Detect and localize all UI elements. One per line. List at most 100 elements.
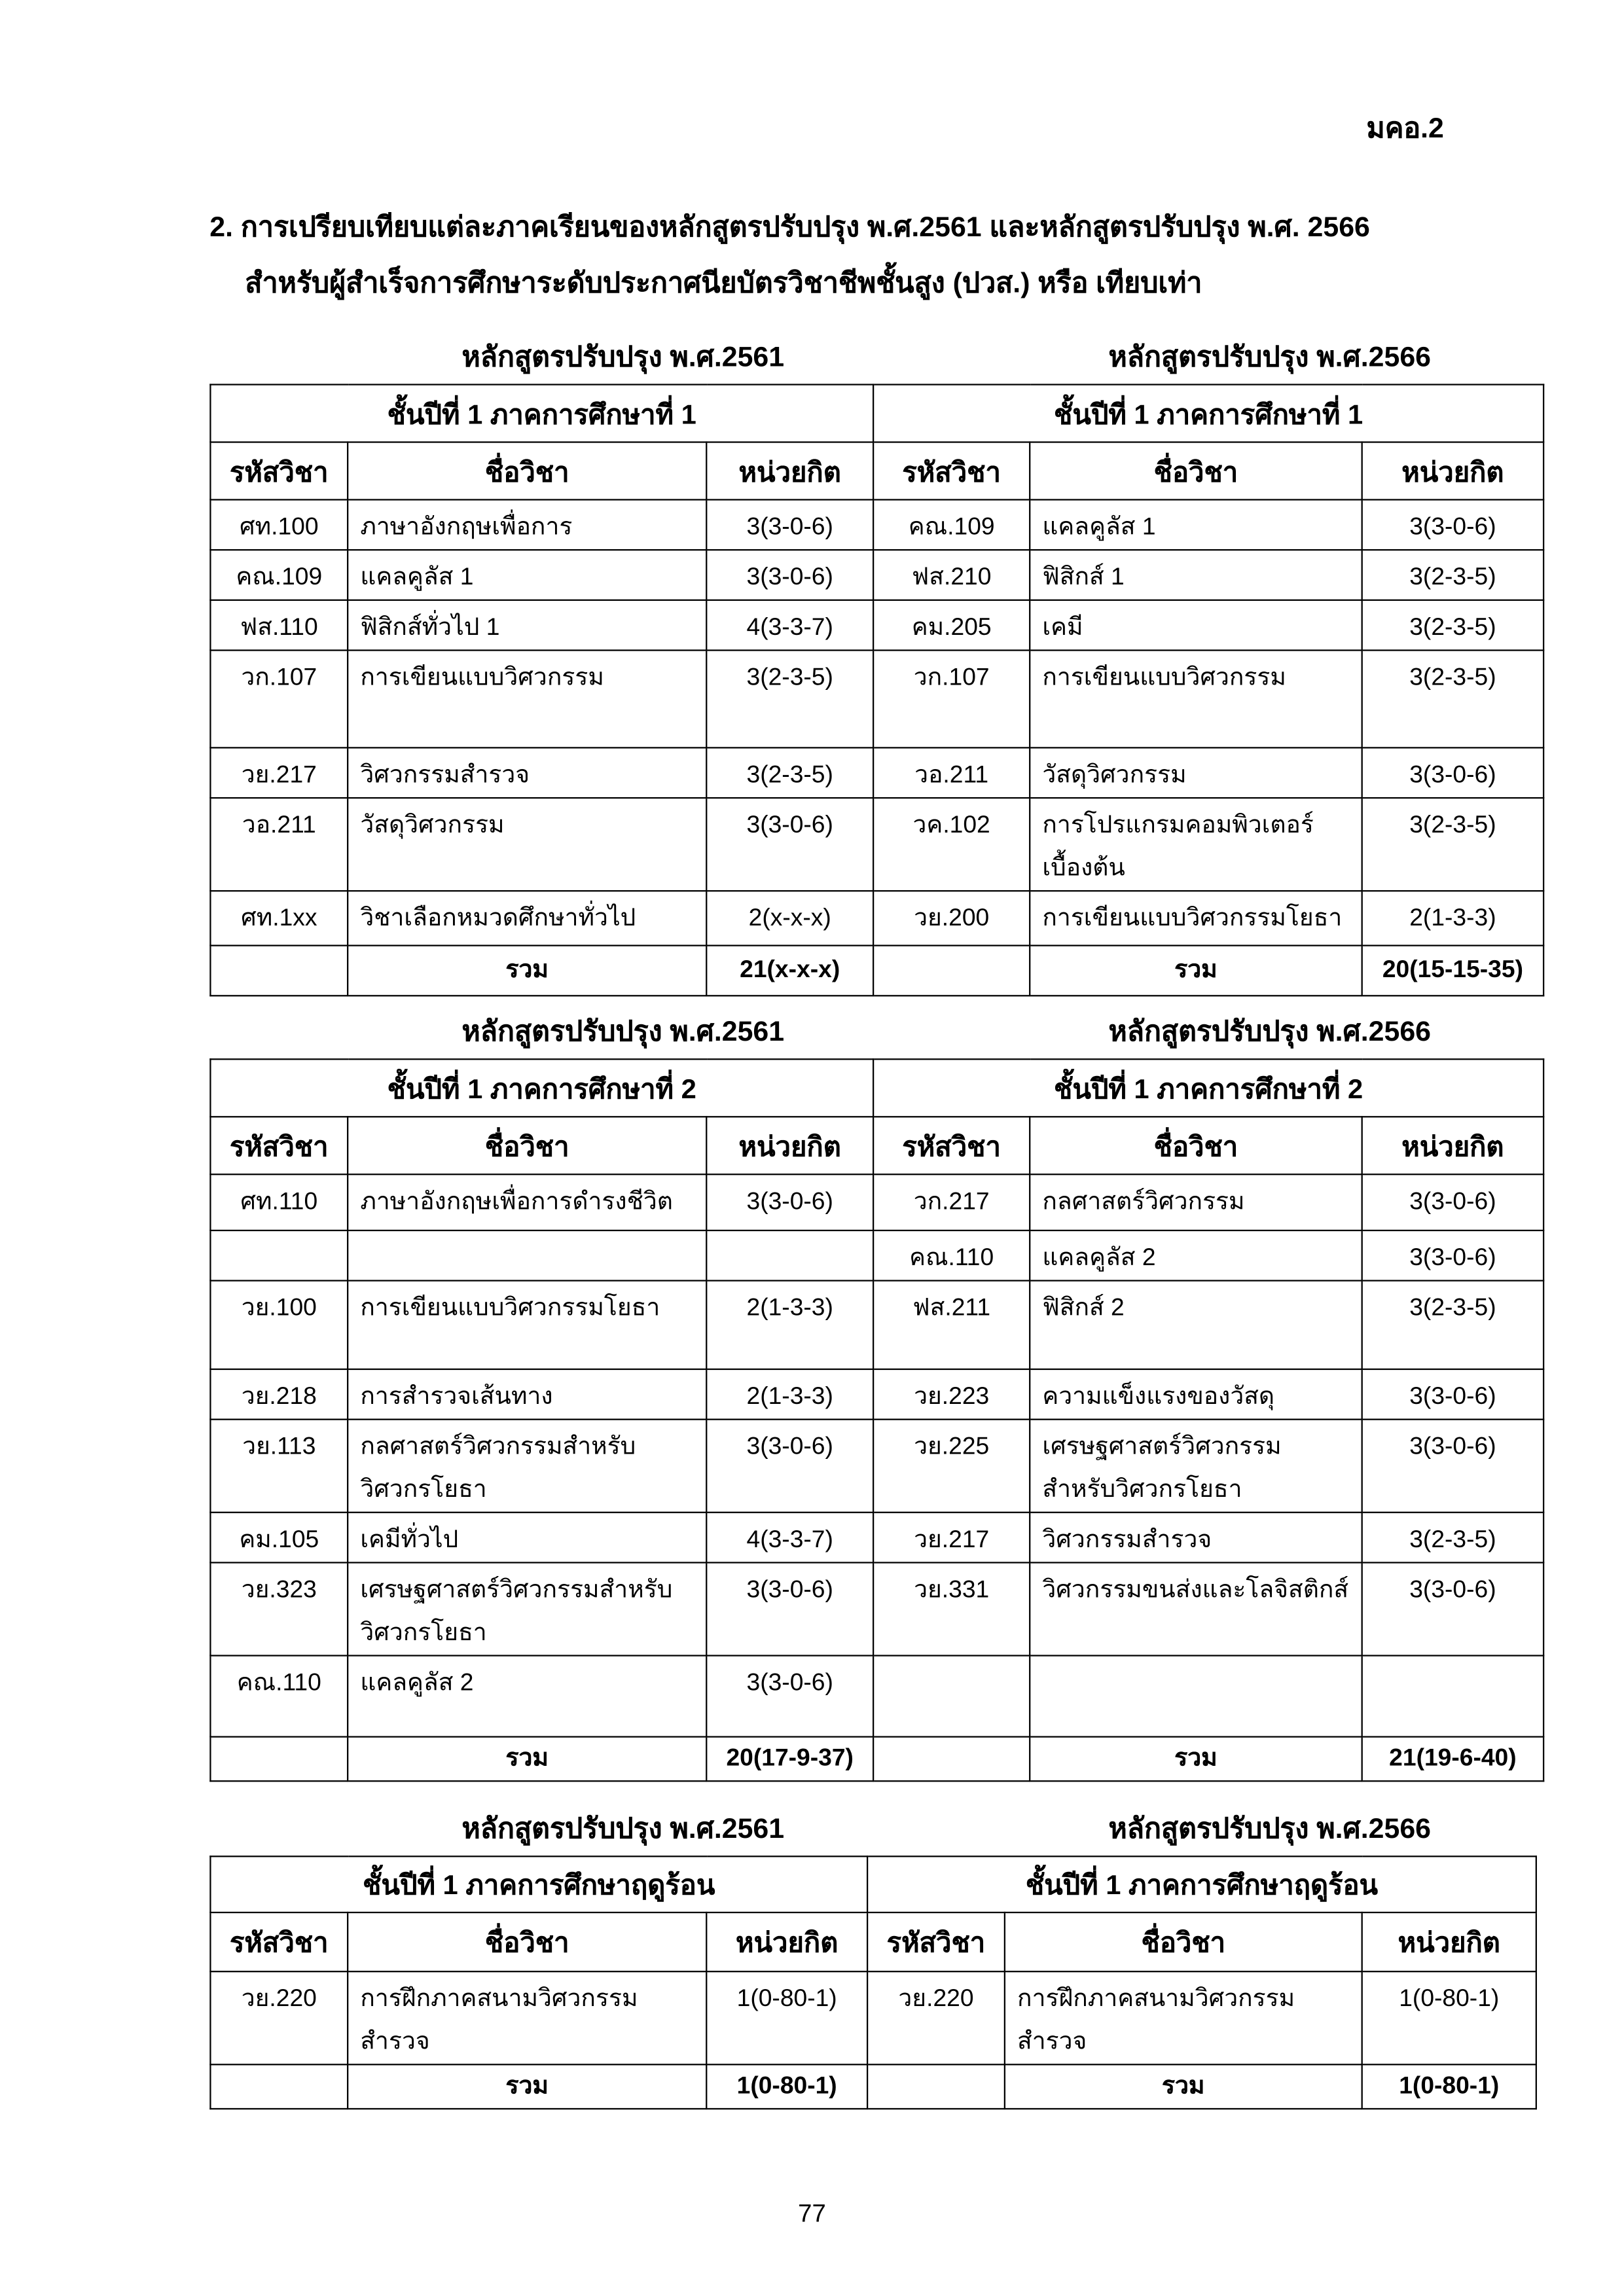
course-name-2566: เคมี [1029, 599, 1363, 651]
table-row: คณ.110 แคลคูลัส 2 3(3-0-6) [209, 1229, 1545, 1282]
course-name-2561 [347, 1229, 708, 1282]
curriculum-heading-right: หลักสูตรปรับปรุง พ.ศ.2566 [1108, 1814, 1432, 1846]
term-title-left: ชั้นปีที่ 1 ภาคการศึกษาที่ 2 [209, 1058, 875, 1118]
course-name-2561: แคลคูลัส 2 [347, 1655, 708, 1738]
course-code-2561: วก.107 [209, 649, 349, 749]
column-header-credits: หน่วยกิต [706, 1911, 869, 1973]
total-row: รวม 21(x-x-x) รวม 20(15-15-35) [209, 944, 1545, 997]
course-credits-2566: 3(3-0-6) [1361, 1368, 1545, 1420]
course-code-2566: วค.102 [873, 797, 1031, 892]
course-name-2561: การสำรวจเส้นทาง [347, 1368, 708, 1420]
course-credits-2561: 3(3-0-6) [706, 797, 875, 892]
column-header-code: รหัสวิชา [209, 441, 349, 501]
course-name-2561: วัสดุวิศวกรรม [347, 797, 708, 892]
column-header-code: รหัสวิชา [209, 1911, 349, 1973]
course-credits-2561: 2(1-3-3) [706, 1280, 875, 1371]
curriculum-heading-left: หลักสูตรปรับปรุง พ.ศ.2561 [461, 1814, 785, 1846]
document-code: มคอ.2 [1366, 113, 1444, 145]
course-code-2561: วย.220 [209, 1971, 349, 2066]
comparison-table: ชั้นปีที่ 1 ภาคการศึกษาที่ 2 ชั้นปีที่ 1 … [209, 1058, 1545, 1782]
course-code-2566: วย.220 [866, 1971, 1005, 2066]
course-credits-2561: 3(2-3-5) [706, 747, 875, 799]
course-name-2566: แคลคูลัส 1 [1029, 499, 1363, 551]
course-credits-2566: 3(3-0-6) [1361, 1562, 1545, 1657]
course-credits-2561: 2(x-x-x) [706, 890, 875, 946]
table-row: คม.105 เคมีทั่วไป 4(3-3-7) วย.217 วิศวกรรมสำ… [209, 1511, 1545, 1564]
course-credits-2561: 3(3-0-6) [706, 1418, 875, 1513]
term-title-right: ชั้นปีที่ 1 ภาคการศึกษาที่ 1 [873, 384, 1545, 443]
course-credits-2566 [1361, 1655, 1545, 1738]
column-header-code: รหัสวิชา [873, 1116, 1031, 1175]
course-credits-2566: 3(2-3-5) [1361, 797, 1545, 892]
course-name-2566: ฟิสิกส์ 2 [1029, 1280, 1363, 1371]
total-row: รวม 1(0-80-1) รวม 1(0-80-1) [209, 2064, 1537, 2110]
course-code-2566: คม.205 [873, 599, 1031, 651]
column-header-code: รหัสวิชา [873, 441, 1031, 501]
column-header-credits: หน่วยกิต [1361, 1116, 1545, 1175]
course-credits-2566: 3(2-3-5) [1361, 599, 1545, 651]
term-title-left: ชั้นปีที่ 1 ภาคการศึกษาฤดูร้อน [209, 1856, 869, 1914]
course-credits-2561: 4(3-3-7) [706, 599, 875, 651]
course-credits-2566: 3(3-0-6) [1361, 499, 1545, 551]
course-name-2566: วัสดุวิศวกรรม [1029, 747, 1363, 799]
table-row: คณ.110 แคลคูลัส 2 3(3-0-6) [209, 1655, 1545, 1738]
table-row: วย.217 วิศวกรรมสำรวจ 3(2-3-5) วอ.211 วัสดุวิ… [209, 747, 1545, 799]
column-header-code: รหัสวิชา [866, 1911, 1005, 1973]
total-credits-left: 1(0-80-1) [706, 2064, 869, 2110]
course-credits-2566: 1(0-80-1) [1361, 1971, 1537, 2066]
course-code-2561: วอ.211 [209, 797, 349, 892]
course-code-2561: คม.105 [209, 1511, 349, 1564]
course-credits-2561: 3(3-0-6) [706, 499, 875, 551]
comparison-table: ชั้นปีที่ 1 ภาคการศึกษาที่ 1 ชั้นปีที่ 1 … [209, 384, 1545, 997]
course-name-2561: เคมีทั่วไป [347, 1511, 708, 1564]
empty-cell [873, 1736, 1031, 1782]
course-credits-2561: 3(3-0-6) [706, 1655, 875, 1738]
course-name-2561: วิศวกรรมสำรวจ [347, 747, 708, 799]
course-code-2561: วย.323 [209, 1562, 349, 1657]
term-title-left: ชั้นปีที่ 1 ภาคการศึกษาที่ 1 [209, 384, 875, 443]
column-header-name: ชื่อวิชา [347, 1116, 708, 1175]
course-name-2561: การเขียนแบบวิศวกรรม [347, 649, 708, 749]
column-header-code: รหัสวิชา [209, 1116, 349, 1175]
table-row: วย.323 เศรษฐศาสตร์วิศวกรรมสำหรับวิศวกรโยธ… [209, 1562, 1545, 1657]
course-code-2566: วอ.211 [873, 747, 1031, 799]
course-name-2566: กลศาสตร์วิศวกรรม [1029, 1174, 1363, 1232]
total-credits-right: 21(19-6-40) [1361, 1736, 1545, 1782]
course-code-2566: วย.200 [873, 890, 1031, 946]
course-credits-2561: 3(2-3-5) [706, 649, 875, 749]
course-code-2566: วย.331 [873, 1562, 1031, 1657]
term-title-right: ชั้นปีที่ 1 ภาคการศึกษาที่ 2 [873, 1058, 1545, 1118]
course-code-2561: ฟส.110 [209, 599, 349, 651]
course-credits-2566: 3(3-0-6) [1361, 747, 1545, 799]
course-credits-2566: 3(2-3-5) [1361, 649, 1545, 749]
course-code-2566: ฟส.211 [873, 1280, 1031, 1371]
empty-cell [209, 944, 349, 997]
course-code-2561: คณ.110 [209, 1655, 349, 1738]
empty-cell [873, 944, 1031, 997]
column-header-credits: หน่วยกิต [706, 1116, 875, 1175]
course-credits-2566: 2(1-3-3) [1361, 890, 1545, 946]
course-name-2561: เศรษฐศาสตร์วิศวกรรมสำหรับวิศวกรโยธา [347, 1562, 708, 1657]
empty-cell [209, 1736, 349, 1782]
course-credits-2561: 3(3-0-6) [706, 1562, 875, 1657]
course-code-2561: ศท.110 [209, 1174, 349, 1232]
total-credits-left: 21(x-x-x) [706, 944, 875, 997]
course-name-2561: การเขียนแบบวิศวกรรมโยธา [347, 1280, 708, 1371]
table-row: ศท.100 ภาษาอังกฤษเพื่อการ 3(3-0-6) คณ.109 แค… [209, 499, 1545, 551]
course-name-2566: วิศวกรรมขนส่งและโลจิสติกส์ [1029, 1562, 1363, 1657]
table-row: วย.218 การสำรวจเส้นทาง 2(1-3-3) วย.223 ความแ… [209, 1368, 1545, 1420]
term-row: ชั้นปีที่ 1 ภาคการศึกษาที่ 2 ชั้นปีที่ 1 … [209, 1058, 1545, 1118]
course-code-2561: ศท.1xx [209, 890, 349, 946]
column-header-name: ชื่อวิชา [1003, 1911, 1363, 1973]
page-number: 77 [798, 2199, 826, 2228]
table-row: วย.113 กลศาสตร์วิศวกรรมสำหรับวิศวกรโยธา 3(… [209, 1418, 1545, 1513]
course-name-2561: ฟิสิกส์ทั่วไป 1 [347, 599, 708, 651]
column-header-name: ชื่อวิชา [347, 1911, 708, 1973]
course-name-2561: แคลคูลัส 1 [347, 549, 708, 601]
total-label-right: รวม [1029, 1736, 1363, 1782]
table-row: วย.220 การฝึกภาคสนามวิศวกรรมสำรวจ 1(0-80-1… [209, 1971, 1537, 2066]
term-row: ชั้นปีที่ 1 ภาคการศึกษาที่ 1 ชั้นปีที่ 1 … [209, 384, 1545, 443]
course-name-2566: วิศวกรรมสำรวจ [1029, 1511, 1363, 1564]
course-credits-2566: 3(2-3-5) [1361, 1280, 1545, 1371]
